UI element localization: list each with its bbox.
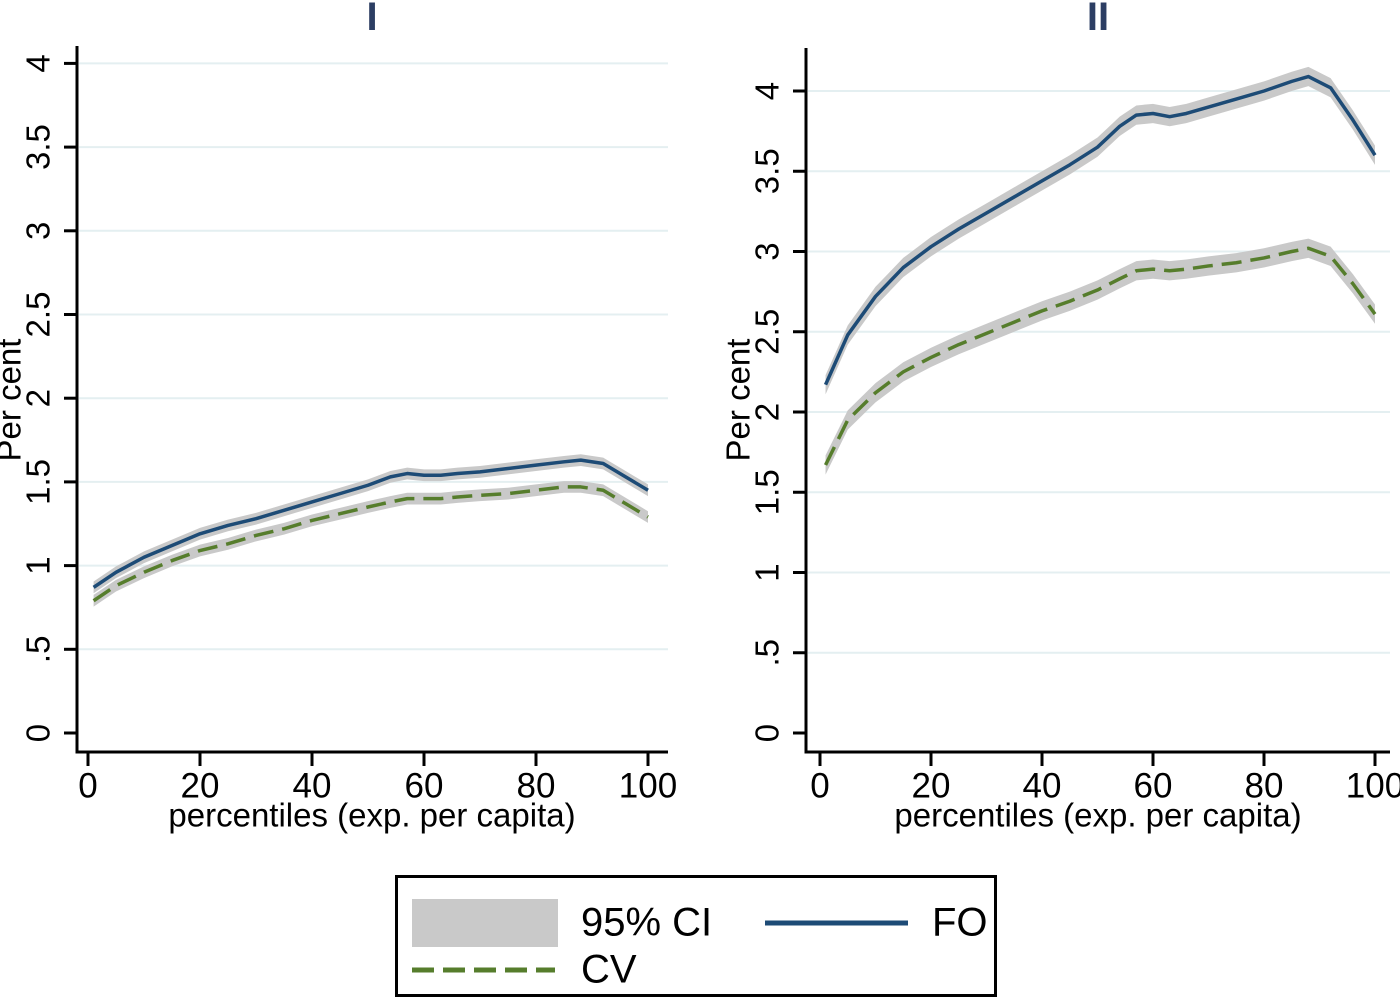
- ci-band-cv: [825, 238, 1375, 475]
- x-tick-label: 40: [293, 766, 332, 805]
- y-tick-label: 3: [749, 242, 786, 260]
- x-tick-label: 60: [405, 766, 444, 805]
- y-tick-label: 1: [20, 556, 57, 574]
- x-tick-label: 0: [810, 766, 829, 805]
- y-axis-title: Per cent: [720, 339, 757, 462]
- x-tick-label: 100: [619, 766, 677, 805]
- ci-band-fo: [825, 66, 1375, 395]
- y-tick-label: 2.5: [20, 292, 57, 338]
- y-tick-label: 2: [20, 389, 57, 407]
- y-tick-label: 3: [20, 222, 57, 240]
- axes: 0.511.522.533.540 20 40 60 80 100: [20, 46, 677, 805]
- cv-line-swatch: [412, 967, 555, 973]
- y-tick-label: 2: [749, 403, 786, 421]
- x-tick-label: 20: [181, 766, 220, 805]
- panel-title: II: [1087, 0, 1109, 39]
- y-tick-label: 1.5: [20, 459, 57, 505]
- x-tick-label: 100: [1346, 766, 1400, 805]
- ci-band-swatch: [412, 899, 558, 947]
- plot-area: [92, 454, 649, 607]
- panel-title: I: [366, 0, 377, 39]
- x-axis-title: percentiles (exp. per capita): [168, 797, 575, 834]
- x-tick-label: 60: [1134, 766, 1173, 805]
- legend-label-ci: 95% CI: [581, 900, 713, 945]
- x-tick-label: 0: [78, 766, 97, 805]
- fo-line: [823, 74, 1377, 386]
- panel-I: 0.5 1 1.5 2 2.5 3 3.5 4 0 20 40 60 80 100 I percentil…: [0, 0, 700, 860]
- y-tick-label: .5: [749, 639, 786, 667]
- plot-area: [823, 66, 1377, 475]
- y-tick-label: 4: [749, 82, 786, 100]
- y-tick-label: 1.5: [749, 469, 786, 515]
- y-tick-label: .5: [20, 636, 57, 664]
- axes: 0.511.522.533.540 20 40 60 80 100: [749, 48, 1400, 805]
- panel-II: 0.5 1 1.5 2 2.5 3 3.5 4 0 20 40 60 80 100 II percenti…: [700, 0, 1400, 860]
- y-tick-label: 3.5: [20, 124, 57, 170]
- x-tick-label: 20: [912, 766, 951, 805]
- legend-label-fo: FO: [932, 900, 988, 945]
- y-tick-label: 2.5: [749, 309, 786, 355]
- y-tick-label: 3.5: [749, 148, 786, 194]
- y-tick-label: 0: [749, 724, 786, 742]
- x-tick-label: 80: [517, 766, 556, 805]
- fo-line-swatch: [765, 920, 908, 926]
- y-axis-title: Per cent: [0, 339, 28, 462]
- legend: 95% CI FO CV: [395, 875, 997, 997]
- x-tick-label: 80: [1245, 766, 1284, 805]
- x-axis-title: percentiles (exp. per capita): [894, 797, 1301, 834]
- cv-line: [823, 246, 1377, 466]
- ci-band-fo: [93, 454, 649, 594]
- y-tick-label: 0: [20, 724, 57, 742]
- legend-label-cv: CV: [581, 947, 637, 992]
- y-tick-label: 1: [749, 563, 786, 581]
- x-tick-label: 40: [1023, 766, 1062, 805]
- fo-line: [92, 458, 649, 589]
- cv-line: [92, 485, 649, 603]
- y-tick-label: 4: [20, 54, 57, 72]
